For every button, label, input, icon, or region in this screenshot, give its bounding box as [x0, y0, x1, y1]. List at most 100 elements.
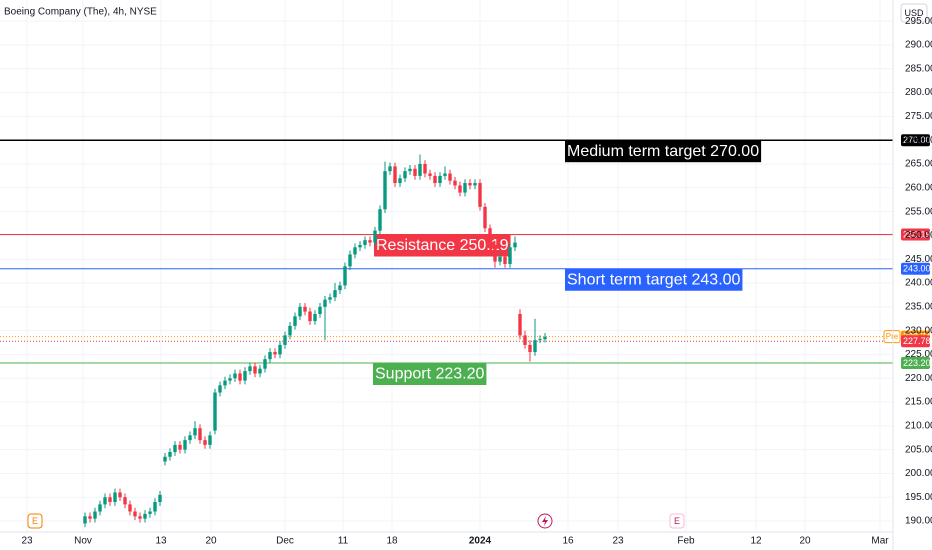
candle-body: [163, 456, 167, 462]
candles: [83, 154, 547, 528]
earnings-icon[interactable]: [27, 513, 43, 529]
level-label: Resistance 250.19: [376, 237, 509, 254]
x-tick-label: Nov: [74, 536, 92, 547]
candle-body: [198, 428, 202, 441]
earnings-label[interactable]: E: [674, 516, 680, 526]
news-bolt: [542, 516, 548, 526]
candle-body: [443, 173, 447, 176]
candle-body: [158, 494, 162, 503]
candle-body: [483, 206, 487, 229]
candle-body: [328, 297, 332, 300]
price-tag: [901, 335, 930, 348]
candle-body: [523, 335, 527, 345]
candle-body: [503, 256, 507, 264]
level-label: Support 223.20: [375, 366, 485, 383]
x-tick-label: 23: [612, 536, 624, 547]
x-tick-label: 2024: [469, 536, 492, 547]
candle-body: [353, 247, 357, 255]
candle-body: [123, 497, 127, 505]
candle-body: [288, 325, 292, 336]
y-tick-label: 215.00: [905, 397, 932, 408]
candle-body: [398, 178, 402, 184]
candle-body: [518, 313, 522, 336]
x-tick-label: Mar: [871, 536, 889, 547]
y-tick-label: 285.00: [905, 63, 932, 74]
price-tag: [901, 356, 930, 369]
y-tick-label: 245.00: [905, 254, 932, 265]
y-tick-label: 190.00: [905, 516, 932, 527]
y-tick-label: 200.00: [905, 468, 932, 479]
y-tick-label: 205.00: [905, 444, 932, 455]
candle-body: [133, 511, 137, 517]
candle-body: [258, 368, 262, 374]
candle-body: [378, 209, 382, 231]
earnings-label[interactable]: E: [32, 516, 38, 526]
pre-tag-box: [883, 330, 901, 344]
candle-body: [253, 366, 257, 374]
price-tag-label: 250.19: [903, 229, 931, 239]
x-tick-label: 16: [562, 536, 574, 547]
candle-body: [428, 173, 432, 176]
x-tick-label: 13: [155, 536, 167, 547]
pre-tag-label: Pre: [886, 332, 899, 341]
candle-body: [528, 344, 532, 353]
currency-button[interactable]: [900, 3, 928, 23]
price-tag-label: 223.20: [903, 358, 931, 368]
candle-body: [448, 173, 452, 181]
candle-body: [268, 352, 272, 360]
x-tick-label: Feb: [677, 536, 695, 547]
candle-body: [418, 164, 422, 176]
candle-body: [263, 359, 267, 369]
candle-body: [348, 254, 352, 267]
candle-body: [188, 435, 192, 441]
earnings-icon[interactable]: [669, 513, 685, 529]
candle-body: [248, 366, 252, 372]
candle-body: [168, 452, 172, 457]
candle-body: [368, 240, 372, 243]
candle-body: [533, 340, 537, 353]
candle-body: [213, 392, 217, 431]
candle-body: [468, 183, 472, 186]
level-label: Short term target 243.00: [567, 271, 741, 288]
candle-body: [488, 228, 492, 245]
y-tick-label: 235.00: [905, 301, 932, 312]
candle-body: [223, 380, 227, 386]
candle-body: [438, 175, 442, 184]
candle-body: [208, 435, 212, 445]
candle-body: [238, 373, 242, 381]
candle-body: [363, 240, 367, 245]
candle-body: [183, 440, 187, 450]
candle-body: [83, 516, 87, 524]
candle-body: [108, 497, 112, 503]
candle-body: [173, 444, 177, 453]
candle-body: [113, 492, 117, 503]
y-tick-label: 290.00: [905, 40, 932, 51]
y-tick-label: 275.00: [905, 111, 932, 122]
y-tick-label: 255.00: [905, 206, 932, 217]
candle-body: [308, 311, 312, 322]
price-tag-label: 270.00: [903, 135, 931, 145]
candle-body: [243, 371, 247, 381]
candle-body: [203, 440, 207, 445]
candle-body: [508, 247, 512, 264]
y-tick-label: 195.00: [905, 492, 932, 503]
candle-body: [358, 244, 362, 248]
y-tick-label: 225.00: [905, 349, 932, 360]
candle-body: [93, 511, 97, 519]
y-tick-label: 280.00: [905, 87, 932, 98]
currency-label[interactable]: USD: [904, 8, 924, 18]
x-tick-label: 20: [799, 536, 811, 547]
candle-body: [478, 183, 482, 207]
candle-body: [228, 378, 232, 381]
candle-body: [513, 242, 517, 248]
candle-body: [403, 171, 407, 179]
candle-body: [153, 502, 157, 512]
y-tick-label: 240.00: [905, 278, 932, 289]
candle-body: [293, 316, 297, 326]
candle-body: [413, 168, 417, 176]
candle-body: [383, 171, 387, 210]
candle-body: [543, 336, 547, 340]
candle-body: [433, 175, 437, 184]
y-tick-label: 220.00: [905, 373, 932, 384]
